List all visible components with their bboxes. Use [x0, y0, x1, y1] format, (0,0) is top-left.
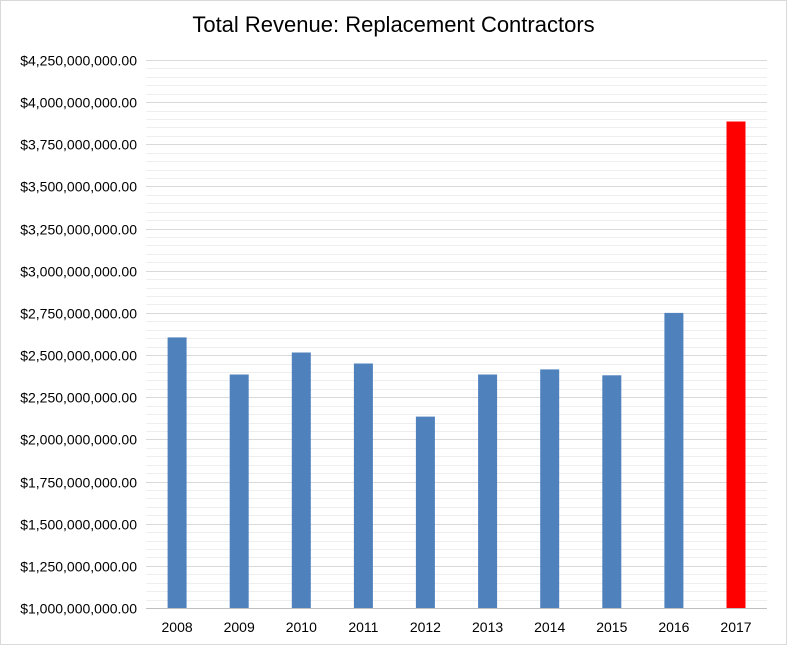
bar-2016 [664, 312, 684, 608]
x-tick-label: 2012 [410, 619, 441, 635]
y-tick-label: $2,750,000,000.00 [20, 306, 137, 322]
y-tick-label: $3,750,000,000.00 [20, 137, 137, 153]
major-gridlines [146, 60, 767, 609]
x-tick-label: 2015 [596, 619, 627, 635]
y-tick-label: $4,250,000,000.00 [20, 53, 137, 69]
bar-2009 [229, 374, 249, 608]
chart-title: Total Revenue: Replacement Contractors [192, 12, 595, 37]
bar-2013 [478, 374, 498, 608]
bar-2015 [602, 375, 622, 608]
x-tick-label: 2016 [658, 619, 689, 635]
y-tick-label: $3,500,000,000.00 [20, 179, 137, 195]
bar-2014 [540, 369, 560, 608]
x-tick-label: 2014 [534, 619, 565, 635]
x-tick-label: 2011 [348, 619, 378, 635]
x-tick-label: 2010 [286, 619, 317, 635]
x-axis-tick-labels: 2008 2009 2010 2011 2012 2013 2014 2015 2016 2017 [162, 619, 752, 635]
y-tick-label: $3,250,000,000.00 [20, 222, 137, 238]
x-tick-label: 2013 [472, 619, 503, 635]
bar-2010 [291, 352, 311, 608]
y-axis-tick-labels: $1,000,000,000.00 $1,250,000,000.00 $1,500… [20, 53, 137, 617]
x-tick-label: 2009 [224, 619, 255, 635]
x-tick-label: 2008 [162, 619, 193, 635]
y-tick-label: $1,000,000,000.00 [20, 601, 137, 617]
y-tick-label: $2,000,000,000.00 [20, 432, 137, 448]
y-tick-label: $1,750,000,000.00 [20, 475, 137, 491]
bars [167, 121, 746, 608]
bar-2012 [415, 416, 435, 608]
x-tick-label: 2017 [720, 619, 751, 635]
y-tick-label: $3,000,000,000.00 [20, 264, 137, 280]
y-tick-label: $1,250,000,000.00 [20, 559, 137, 575]
y-tick-label: $4,000,000,000.00 [20, 95, 137, 111]
y-tick-label: $2,500,000,000.00 [20, 348, 137, 364]
bar-2008 [167, 337, 187, 608]
y-tick-label: $2,250,000,000.00 [20, 390, 137, 406]
y-tick-label: $1,500,000,000.00 [20, 517, 137, 533]
bar-2011 [353, 363, 373, 608]
bar-2017 [726, 121, 746, 608]
